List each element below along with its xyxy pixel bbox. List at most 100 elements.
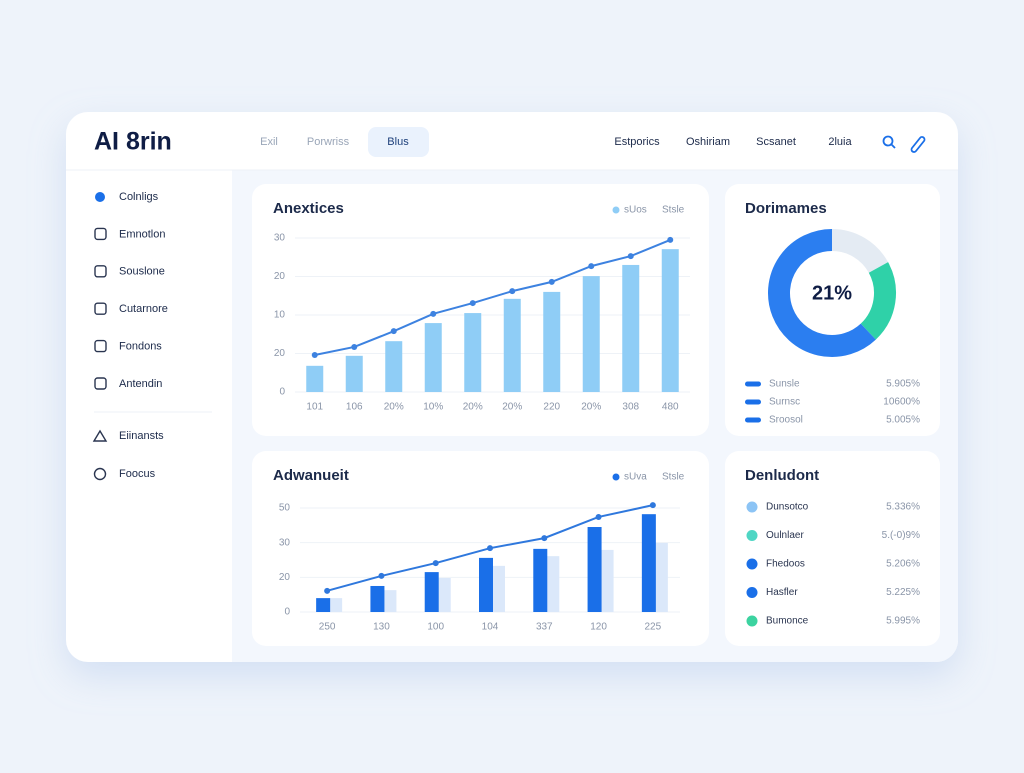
sidebar-item[interactable]: Eiinansts (119, 430, 164, 442)
y-tick-label: 20 (274, 271, 286, 282)
sidebar-icon (93, 467, 107, 481)
nav-link[interactable]: Estporics (614, 136, 660, 148)
tab[interactable]: Porwriss (307, 136, 350, 148)
x-tick-label: 10% (423, 402, 443, 413)
nav-link[interactable]: Scsanet (756, 136, 796, 148)
legend-swatch (612, 473, 620, 481)
tab-active[interactable]: Blus (387, 136, 409, 148)
legend-label: Surnsc (769, 397, 800, 408)
bar (545, 556, 560, 612)
sidebar-item[interactable]: Souslone (119, 266, 165, 278)
sidebar-icon (95, 192, 105, 202)
tab[interactable]: Exil (260, 136, 278, 148)
list-value: 5.995% (886, 616, 920, 627)
legend-swatch (745, 417, 761, 423)
card (725, 184, 940, 436)
bar (661, 249, 679, 392)
sidebar-item[interactable]: Foocus (119, 468, 156, 480)
bar (479, 557, 493, 612)
list-dot (746, 587, 758, 598)
sidebar-icon (94, 227, 107, 241)
list-label: Fhedoos (766, 559, 805, 570)
legend-swatch (612, 206, 620, 214)
bar (424, 323, 442, 392)
line-point (430, 310, 437, 317)
brand: AI 8rin (94, 128, 172, 156)
legend-swatch (745, 381, 761, 387)
list-dot (746, 530, 758, 541)
bar (385, 341, 403, 392)
line-point (588, 263, 595, 270)
line-point (324, 587, 331, 594)
line-point (487, 545, 493, 552)
y-tick-label: 30 (274, 233, 286, 244)
bar (436, 578, 451, 612)
line-point (390, 328, 397, 335)
legend-label: Stsle (662, 472, 685, 483)
line (314, 238, 671, 357)
nav-link[interactable]: 2luia (828, 136, 852, 148)
y-tick-label: 50 (279, 503, 291, 514)
sidebar-item[interactable]: Colnligs (119, 191, 159, 203)
legend-label: Sroosol (769, 415, 803, 426)
x-tick-label: 120 (590, 622, 607, 633)
line-point (351, 343, 358, 350)
list-label: Bumonce (766, 616, 809, 627)
legend-label: sUva (624, 472, 647, 483)
bar (622, 264, 640, 392)
nav-link[interactable]: Oshiriam (686, 136, 730, 148)
x-tick-label: 20% (581, 402, 601, 413)
list-value: 5.(-0)9% (882, 530, 920, 541)
card-title: Dorimames (745, 200, 827, 217)
sidebar-item[interactable]: Antendin (119, 378, 162, 390)
card (725, 451, 940, 646)
bar (370, 585, 385, 612)
x-tick-label: 104 (482, 622, 499, 633)
bar (328, 598, 343, 612)
bar (424, 572, 439, 612)
sidebar-item[interactable]: Cutarnore (119, 303, 168, 315)
list-label: Hasfler (766, 587, 798, 598)
sidebar-icon (92, 429, 108, 442)
list-value: 5.206% (886, 559, 920, 570)
list-label: Oulnlaer (766, 530, 804, 541)
bar (382, 590, 397, 612)
bar (653, 542, 668, 612)
x-tick-label: 20% (384, 402, 404, 413)
x-tick-label: 220 (543, 402, 560, 413)
sidebar-item[interactable]: Emnotlon (119, 228, 165, 240)
sidebar-icon (94, 265, 107, 278)
y-tick-label: 0 (284, 607, 290, 618)
list-value: 5.225% (886, 587, 920, 598)
header-icons[interactable] (882, 135, 926, 153)
sidebar-item[interactable]: Fondons (119, 341, 162, 353)
sidebar-icon (94, 339, 107, 353)
donut-segment (860, 262, 896, 340)
bar (464, 313, 482, 392)
x-tick-label: 130 (373, 622, 390, 633)
card-title: Denludont (745, 467, 819, 484)
card-title: Adwanueit (273, 467, 349, 484)
list-dot (746, 615, 758, 627)
bar (316, 598, 331, 612)
x-tick-label: 101 (306, 402, 323, 413)
bar (503, 298, 521, 392)
list-value: 5.336% (886, 502, 920, 513)
bar (587, 527, 602, 612)
x-tick-label: 100 (427, 622, 444, 633)
y-tick-label: 30 (279, 537, 291, 548)
line-point (311, 352, 318, 359)
card-title: Anextices (273, 200, 344, 217)
sidebar-icon (94, 302, 107, 315)
x-tick-label: 337 (536, 622, 553, 633)
bar (641, 514, 656, 612)
legend-label: sUos (624, 205, 647, 216)
legend-swatch (745, 399, 761, 405)
y-tick-label: 20 (279, 572, 291, 583)
active-tab-bg (368, 127, 429, 157)
x-tick-label: 20% (502, 402, 522, 413)
legend-value: 5.005% (886, 415, 920, 426)
line-point (469, 300, 476, 307)
list-dot (746, 501, 758, 513)
